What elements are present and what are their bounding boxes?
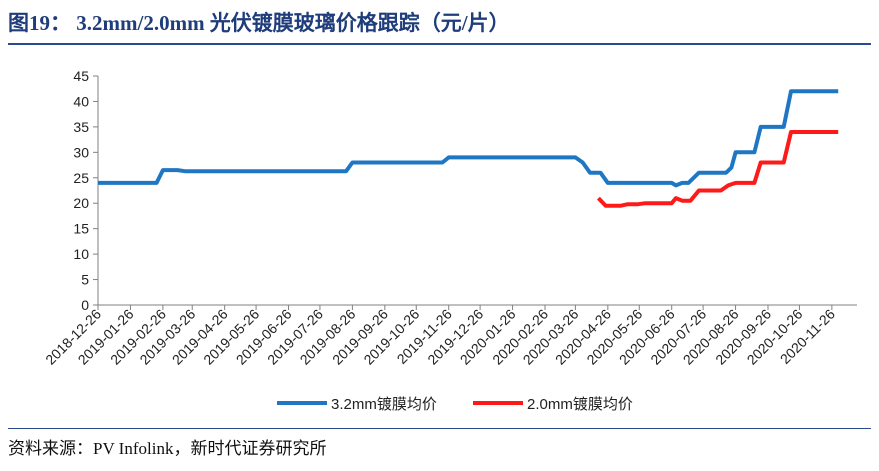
x-axis: 2018-12-262019-01-262019-02-262019-03-26… <box>42 304 857 368</box>
y-tick-label: 30 <box>73 144 89 160</box>
y-tick-label: 35 <box>73 119 89 135</box>
line-chart: 0 5 10 15 20 25 30 35 40 45 2018-12-262019-01-262… <box>42 68 857 413</box>
series-layer <box>98 89 839 208</box>
y-tick-label: 25 <box>73 170 89 186</box>
y-tick-label: 5 <box>81 272 89 288</box>
legend-label-2: 2.0mm镀膜均价 <box>527 396 633 413</box>
title-divider <box>8 43 871 45</box>
y-tick-label: 45 <box>73 68 89 84</box>
source-note: 资料来源：PV Infolink，新时代证券研究所 <box>8 439 327 458</box>
y-tick-label: 15 <box>73 221 89 237</box>
y-tick-label: 10 <box>73 246 89 262</box>
series-line-1 <box>98 89 839 188</box>
y-tick-label: 0 <box>81 297 89 313</box>
legend: 3.2mm镀膜均价 2.0mm镀膜均价 <box>277 396 633 413</box>
source-divider <box>8 428 871 429</box>
series-line-2 <box>596 130 839 208</box>
legend-label-1: 3.2mm镀膜均价 <box>331 396 437 413</box>
y-tick-label: 20 <box>73 195 89 211</box>
y-tick-label: 40 <box>73 93 89 109</box>
figure-title: 图19： 3.2mm/2.0mm 光伏镀膜玻璃价格跟踪（元/片） <box>8 11 510 35</box>
y-axis: 0 5 10 15 20 25 30 35 40 45 <box>73 68 99 313</box>
